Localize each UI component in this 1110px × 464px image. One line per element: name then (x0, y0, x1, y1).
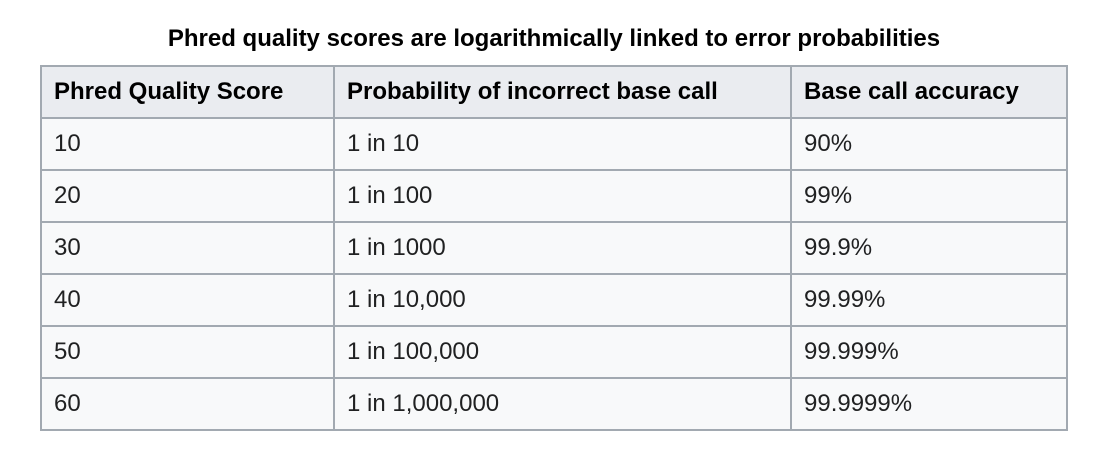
cell-quality-score: 10 (40, 117, 335, 171)
cell-probability: 1 in 10,000 (333, 273, 792, 327)
table-row: 30 1 in 1000 99.9% (40, 221, 1068, 275)
cell-probability: 1 in 10 (333, 117, 792, 171)
table-row: 50 1 in 100,000 99.999% (40, 325, 1068, 379)
table-caption: Phred quality scores are logarithmically… (167, 25, 941, 52)
cell-accuracy: 99.999% (790, 325, 1068, 379)
cell-probability: 1 in 1,000,000 (333, 377, 792, 431)
cell-quality-score: 20 (40, 169, 335, 223)
cell-accuracy: 99.9% (790, 221, 1068, 275)
header-phred-quality-score: Phred Quality Score (40, 65, 335, 119)
cell-quality-score: 50 (40, 325, 335, 379)
cell-quality-score: 30 (40, 221, 335, 275)
cell-probability: 1 in 1000 (333, 221, 792, 275)
cell-accuracy: 90% (790, 117, 1068, 171)
header-probability-incorrect: Probability of incorrect base call (333, 65, 792, 119)
table-row: 60 1 in 1,000,000 99.9999% (40, 377, 1068, 431)
cell-accuracy: 99% (790, 169, 1068, 223)
table-row: 20 1 in 100 99% (40, 169, 1068, 223)
cell-probability: 1 in 100 (333, 169, 792, 223)
header-base-call-accuracy: Base call accuracy (790, 65, 1068, 119)
cell-accuracy: 99.99% (790, 273, 1068, 327)
cell-probability: 1 in 100,000 (333, 325, 792, 379)
cell-quality-score: 60 (40, 377, 335, 431)
cell-accuracy: 99.9999% (790, 377, 1068, 431)
table-row: 40 1 in 10,000 99.99% (40, 273, 1068, 327)
table-header-row: Phred Quality Score Probability of incor… (40, 65, 1068, 119)
cell-quality-score: 40 (40, 273, 335, 327)
table-row: 10 1 in 10 90% (40, 117, 1068, 171)
phred-quality-table: Phred Quality Score Probability of incor… (40, 65, 1068, 431)
